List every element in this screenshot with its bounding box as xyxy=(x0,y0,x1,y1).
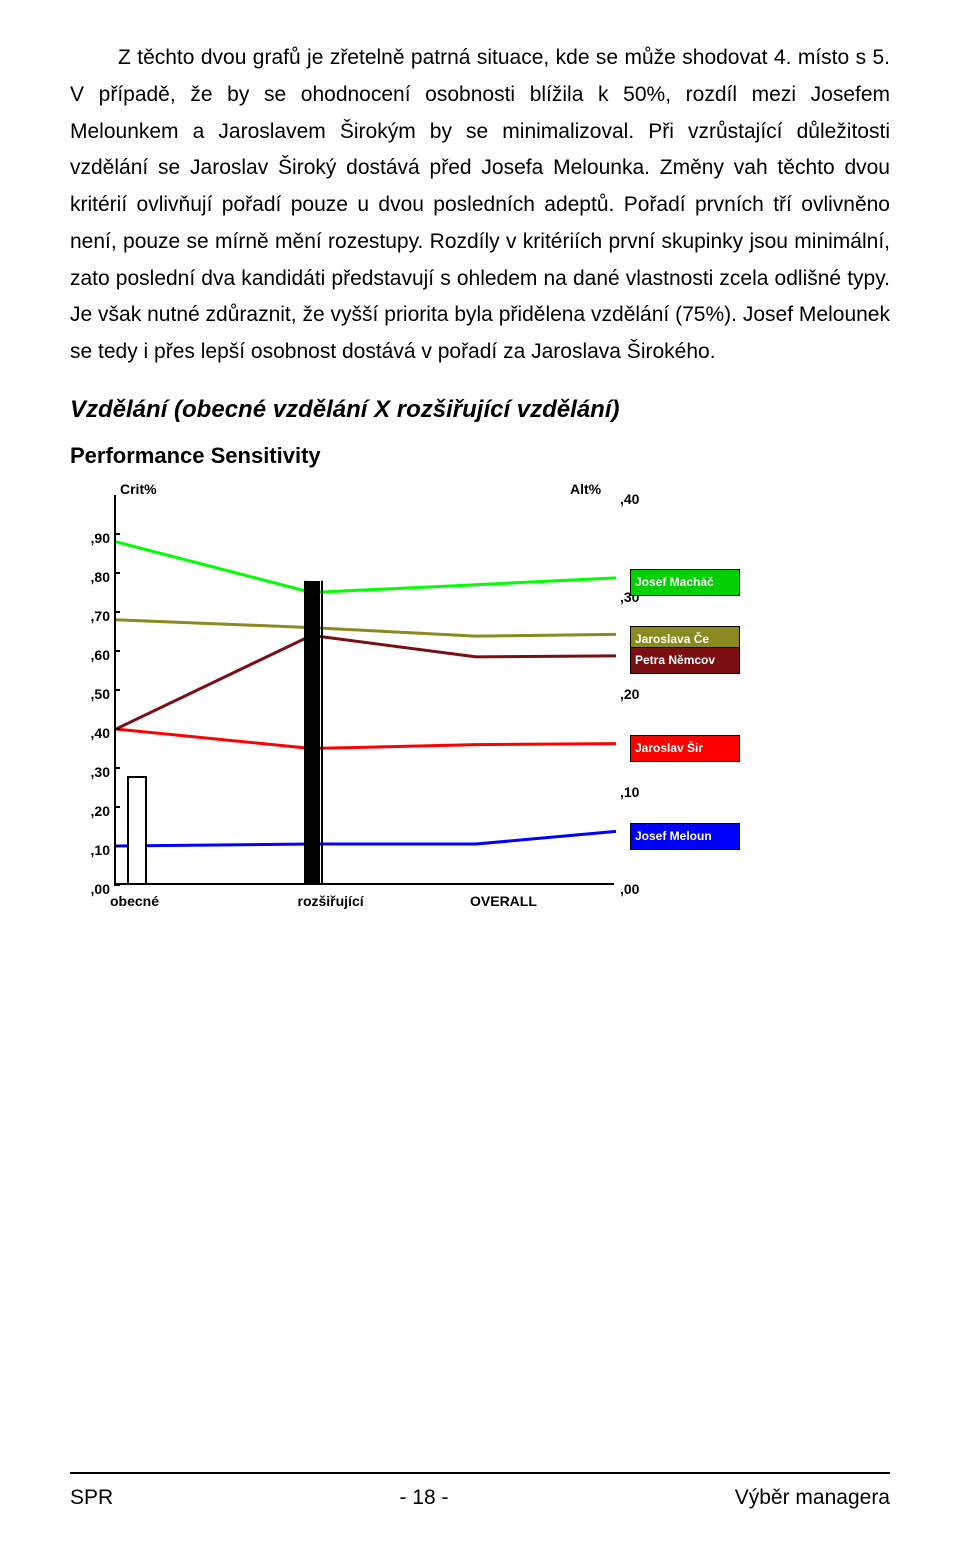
x-tick: OVERALL xyxy=(470,889,537,914)
legend-item: Jaroslav Šir xyxy=(630,735,740,762)
right-tick: ,40 xyxy=(620,487,639,512)
body-paragraph: Z těchto dvou grafů je zřetelně patrná s… xyxy=(70,40,890,371)
series-line xyxy=(116,620,616,636)
left-tick: ,00 xyxy=(76,877,110,902)
series-line xyxy=(116,636,616,730)
right-tick: ,20 xyxy=(620,682,639,707)
crit-bar-rozsirujici xyxy=(304,581,320,885)
chart-lines-svg xyxy=(116,495,616,885)
series-line xyxy=(116,729,616,749)
left-tick: ,30 xyxy=(76,760,110,785)
performance-sensitivity-chart: Crit% Alt% ,90,80,70,60,50,40,30,20,10,0… xyxy=(70,481,730,921)
footer-right: Výběr managera xyxy=(735,1480,890,1517)
footer-center: - 18 - xyxy=(399,1480,448,1517)
chart-plot-area xyxy=(114,495,614,885)
left-tick: ,60 xyxy=(76,643,110,668)
left-tick: ,90 xyxy=(76,526,110,551)
right-tick: ,00 xyxy=(620,877,639,902)
left-tick: ,80 xyxy=(76,565,110,590)
x-tick: obecné xyxy=(110,889,159,914)
series-line xyxy=(116,832,616,847)
right-tick: ,10 xyxy=(620,780,639,805)
left-tick: ,50 xyxy=(76,682,110,707)
page-footer: SPR - 18 - Výběr managera xyxy=(70,1472,890,1517)
x-tick: rozšiřující xyxy=(298,889,364,914)
left-tick: ,10 xyxy=(76,838,110,863)
crit-bar-obecne xyxy=(127,776,147,885)
left-tick: ,20 xyxy=(76,799,110,824)
heading-vzdelani: Vzdělání (obecné vzdělání X rozšiřující … xyxy=(70,389,890,431)
left-tick: ,70 xyxy=(76,604,110,629)
left-tick: ,40 xyxy=(76,721,110,746)
series-line xyxy=(116,542,616,593)
legend-item: Josef Meloun xyxy=(630,823,740,850)
heading-performance-sensitivity: Performance Sensitivity xyxy=(70,437,890,476)
legend-item: Josef Macháč xyxy=(630,569,740,596)
legend-item: Petra Němcov xyxy=(630,647,740,674)
footer-left: SPR xyxy=(70,1480,113,1517)
